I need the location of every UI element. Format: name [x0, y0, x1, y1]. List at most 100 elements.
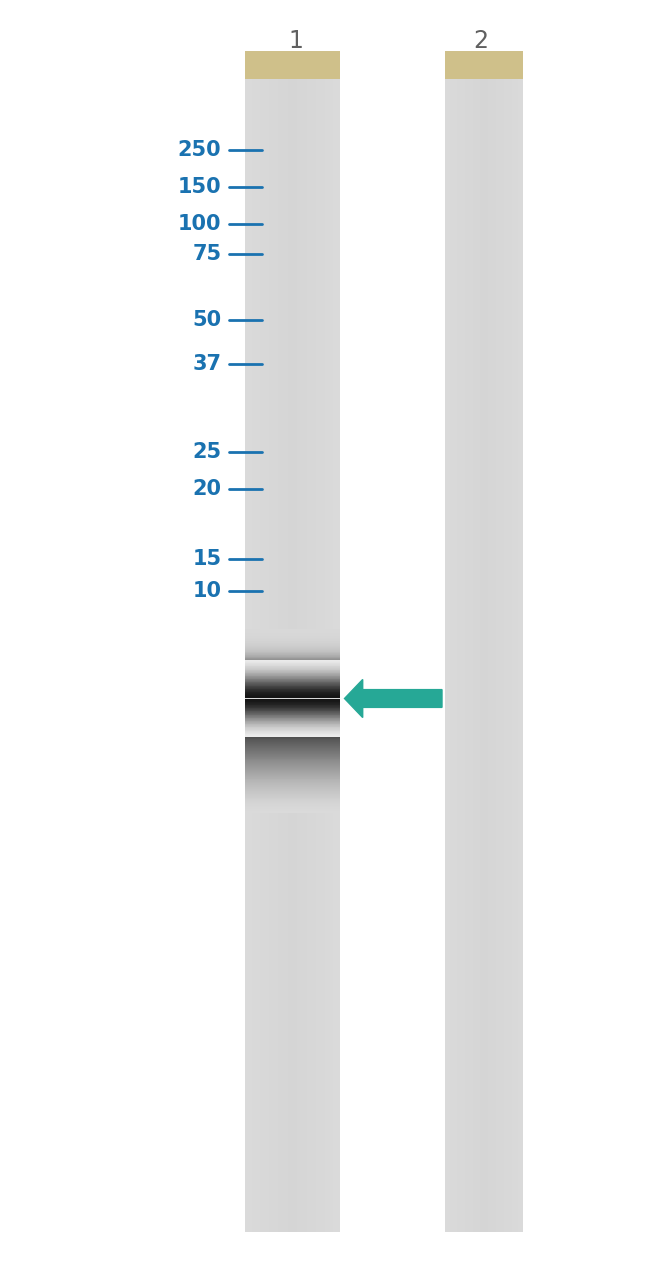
Bar [246, 51, 247, 1232]
Bar [457, 51, 458, 1232]
Bar [333, 51, 335, 1232]
Bar [292, 51, 294, 1232]
Bar [496, 51, 497, 1232]
Bar [475, 51, 476, 1232]
Bar [466, 51, 467, 1232]
FancyArrow shape [344, 679, 442, 718]
Bar [324, 51, 326, 1232]
Bar [460, 51, 461, 1232]
Bar [508, 51, 509, 1232]
Bar [515, 51, 517, 1232]
Text: 250: 250 [177, 140, 221, 160]
Bar [504, 51, 505, 1232]
Bar [297, 51, 299, 1232]
Bar [488, 51, 489, 1232]
Bar [479, 51, 480, 1232]
Bar [270, 51, 272, 1232]
Bar [283, 51, 285, 1232]
Bar [512, 51, 513, 1232]
Bar [492, 51, 493, 1232]
Bar [291, 51, 292, 1232]
Text: 10: 10 [192, 580, 221, 601]
Bar [499, 51, 500, 1232]
Bar [246, 51, 339, 79]
Bar [517, 51, 518, 1232]
Bar [305, 51, 307, 1232]
Bar [318, 51, 319, 1232]
Bar [452, 51, 453, 1232]
Text: 100: 100 [178, 213, 221, 234]
Bar [288, 51, 289, 1232]
Bar [510, 51, 512, 1232]
Text: 1: 1 [289, 29, 303, 52]
Bar [294, 51, 296, 1232]
Bar [327, 51, 329, 1232]
Bar [248, 51, 250, 1232]
Bar [505, 51, 506, 1232]
Bar [487, 51, 488, 1232]
Bar [514, 51, 515, 1232]
Bar [501, 51, 502, 1232]
Bar [320, 51, 322, 1232]
Bar [252, 51, 254, 1232]
Bar [319, 51, 320, 1232]
Bar [469, 51, 470, 1232]
Bar [491, 51, 492, 1232]
Bar [315, 51, 316, 1232]
Bar [445, 51, 447, 1232]
Bar [470, 51, 471, 1232]
Bar [269, 51, 270, 1232]
Bar [316, 51, 318, 1232]
Bar [454, 51, 456, 1232]
Bar [500, 51, 501, 1232]
Bar [254, 51, 255, 1232]
Bar [522, 51, 523, 1232]
Bar [489, 51, 491, 1232]
Bar [330, 51, 332, 1232]
Bar [266, 51, 267, 1232]
Bar [462, 51, 463, 1232]
Bar [263, 51, 264, 1232]
Bar [456, 51, 457, 1232]
Bar [513, 51, 514, 1232]
Bar [447, 51, 448, 1232]
Bar [302, 51, 304, 1232]
Bar [495, 51, 496, 1232]
Bar [275, 51, 277, 1232]
Bar [272, 51, 274, 1232]
Bar [250, 51, 252, 1232]
Bar [484, 51, 486, 1232]
Text: 2: 2 [473, 29, 489, 52]
Bar [458, 51, 460, 1232]
Bar [281, 51, 283, 1232]
Bar [299, 51, 300, 1232]
Bar [286, 51, 288, 1232]
Bar [486, 51, 487, 1232]
Bar [326, 51, 327, 1232]
Bar [261, 51, 263, 1232]
Bar [256, 51, 258, 1232]
Bar [471, 51, 473, 1232]
Bar [277, 51, 278, 1232]
Text: 25: 25 [192, 442, 221, 462]
Bar [313, 51, 315, 1232]
Bar [285, 51, 286, 1232]
Bar [448, 51, 449, 1232]
Bar [461, 51, 462, 1232]
Bar [247, 51, 248, 1232]
Bar [329, 51, 330, 1232]
Bar [474, 51, 475, 1232]
Text: 75: 75 [192, 244, 221, 264]
Bar [267, 51, 269, 1232]
Text: 150: 150 [177, 177, 221, 197]
Bar [497, 51, 499, 1232]
Bar [332, 51, 333, 1232]
Bar [310, 51, 311, 1232]
Bar [463, 51, 465, 1232]
Bar [445, 51, 523, 79]
Bar [304, 51, 305, 1232]
Bar [307, 51, 308, 1232]
Bar [338, 51, 339, 1232]
Bar [278, 51, 280, 1232]
Bar [337, 51, 338, 1232]
